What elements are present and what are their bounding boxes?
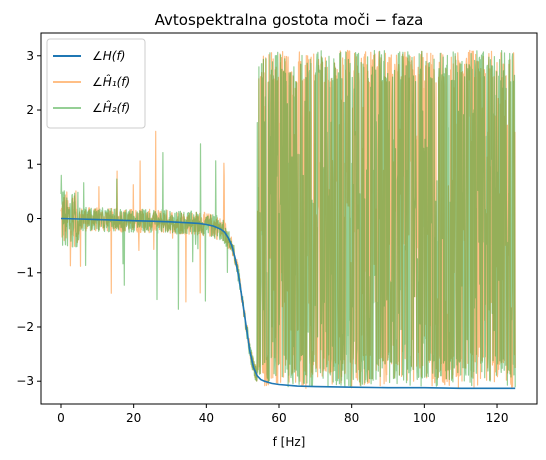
chart-title: Avtospektralna gostota moči − faza bbox=[155, 11, 424, 29]
y-tick-label: −3 bbox=[16, 374, 34, 388]
y-tick-label: 2 bbox=[26, 103, 34, 117]
x-tick-label: 40 bbox=[199, 411, 214, 425]
series-line-h bbox=[60, 217, 516, 390]
x-axis-ticks: 0 20 40 60 80 100 120 bbox=[57, 404, 508, 425]
y-tick-label: 3 bbox=[26, 49, 34, 63]
series-layer bbox=[60, 49, 516, 390]
legend-frame bbox=[46, 38, 146, 129]
x-tick-label: 0 bbox=[57, 411, 65, 425]
legend-label: ∠Ĥ₁(f) bbox=[92, 74, 130, 89]
y-tick-label: 0 bbox=[26, 212, 34, 226]
x-tick-label: 20 bbox=[126, 411, 141, 425]
x-tick-label: 60 bbox=[271, 411, 286, 425]
y-axis-ticks: −3 −2 −1 0 1 2 3 bbox=[16, 49, 41, 388]
x-axis-label: f [Hz] bbox=[273, 435, 306, 449]
legend-label: ∠H(f) bbox=[92, 49, 125, 63]
y-tick-label: −2 bbox=[16, 320, 34, 334]
series-line-h2 bbox=[60, 50, 516, 388]
legend-label: ∠Ĥ₂(f) bbox=[92, 100, 130, 115]
legend: ∠H(f) ∠Ĥ₁(f) ∠Ĥ₂(f) bbox=[46, 38, 146, 129]
x-tick-label: 100 bbox=[413, 411, 436, 425]
x-tick-label: 80 bbox=[344, 411, 359, 425]
y-tick-label: 1 bbox=[26, 157, 34, 171]
x-tick-label: 120 bbox=[486, 411, 509, 425]
y-tick-label: −1 bbox=[16, 266, 34, 280]
